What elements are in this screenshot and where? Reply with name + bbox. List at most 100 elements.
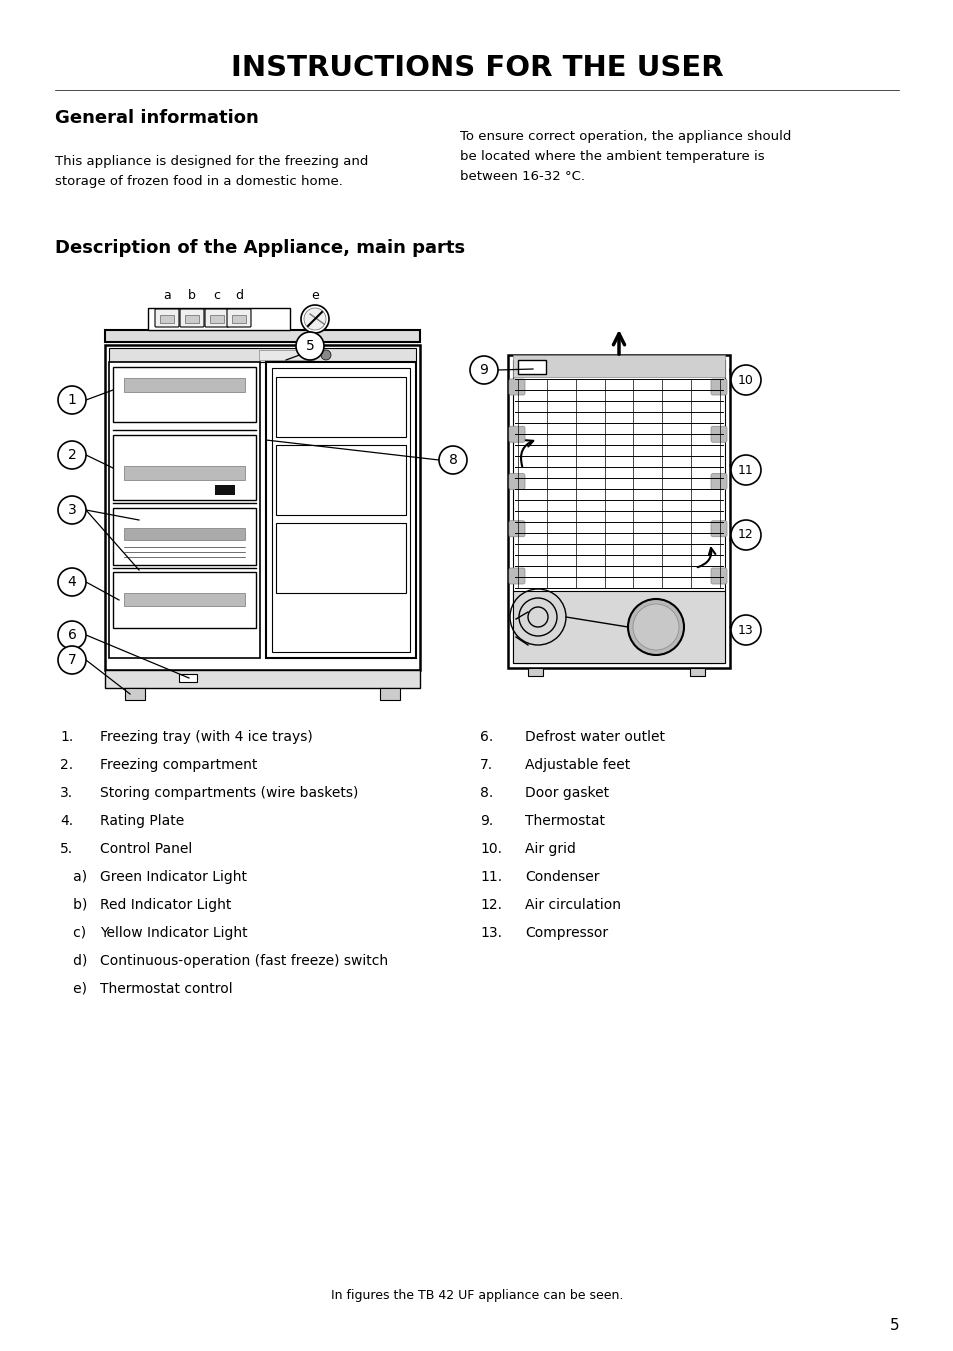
Text: 10.: 10. xyxy=(479,842,501,857)
Circle shape xyxy=(304,308,326,330)
Circle shape xyxy=(730,455,760,485)
Text: Rating Plate: Rating Plate xyxy=(100,815,184,828)
FancyBboxPatch shape xyxy=(105,330,419,342)
Text: 4.: 4. xyxy=(60,815,73,828)
Text: 1.: 1. xyxy=(60,730,73,744)
FancyBboxPatch shape xyxy=(124,593,245,607)
Text: d): d) xyxy=(60,954,88,969)
Text: c): c) xyxy=(60,925,86,940)
Circle shape xyxy=(730,615,760,644)
Text: 3: 3 xyxy=(68,503,76,517)
FancyBboxPatch shape xyxy=(266,362,416,658)
FancyBboxPatch shape xyxy=(275,523,406,593)
Text: b): b) xyxy=(60,898,88,912)
Text: INSTRUCTIONS FOR THE USER: INSTRUCTIONS FOR THE USER xyxy=(231,54,722,82)
Text: b: b xyxy=(188,289,195,303)
FancyBboxPatch shape xyxy=(509,473,524,489)
FancyBboxPatch shape xyxy=(509,380,524,394)
FancyBboxPatch shape xyxy=(154,309,179,327)
FancyBboxPatch shape xyxy=(509,567,524,584)
FancyBboxPatch shape xyxy=(513,355,724,377)
FancyBboxPatch shape xyxy=(185,315,199,323)
Text: 9: 9 xyxy=(479,363,488,377)
FancyBboxPatch shape xyxy=(214,485,234,494)
Text: 3.: 3. xyxy=(60,786,73,800)
FancyBboxPatch shape xyxy=(689,667,704,676)
Text: 8.: 8. xyxy=(479,786,493,800)
FancyBboxPatch shape xyxy=(125,688,145,700)
Text: Thermostat control: Thermostat control xyxy=(100,982,233,996)
Circle shape xyxy=(295,332,324,359)
Text: 5.: 5. xyxy=(60,842,73,857)
Text: 2: 2 xyxy=(68,449,76,462)
Circle shape xyxy=(58,386,86,413)
FancyBboxPatch shape xyxy=(513,359,724,663)
FancyBboxPatch shape xyxy=(160,315,173,323)
Text: 11: 11 xyxy=(738,463,753,477)
Text: Adjustable feet: Adjustable feet xyxy=(524,758,630,771)
Circle shape xyxy=(627,598,683,655)
FancyBboxPatch shape xyxy=(227,309,251,327)
Text: 5: 5 xyxy=(889,1317,899,1332)
Text: d: d xyxy=(234,289,243,303)
FancyBboxPatch shape xyxy=(509,520,524,536)
FancyBboxPatch shape xyxy=(513,590,724,663)
Text: Yellow Indicator Light: Yellow Indicator Light xyxy=(100,925,248,940)
Text: General information: General information xyxy=(55,109,258,127)
FancyBboxPatch shape xyxy=(112,508,255,565)
Text: Continuous-operation (fast freeze) switch: Continuous-operation (fast freeze) switc… xyxy=(100,954,388,969)
FancyBboxPatch shape xyxy=(272,367,410,653)
Circle shape xyxy=(301,305,329,332)
Text: a: a xyxy=(163,289,171,303)
Text: storage of frozen food in a domestic home.: storage of frozen food in a domestic hom… xyxy=(55,176,342,188)
Circle shape xyxy=(730,520,760,550)
Text: Storing compartments (wire baskets): Storing compartments (wire baskets) xyxy=(100,786,358,800)
FancyBboxPatch shape xyxy=(710,473,726,489)
FancyBboxPatch shape xyxy=(275,444,406,515)
FancyBboxPatch shape xyxy=(180,309,204,327)
Text: Door gasket: Door gasket xyxy=(524,786,608,800)
FancyBboxPatch shape xyxy=(710,427,726,442)
Text: 6.: 6. xyxy=(479,730,493,744)
Circle shape xyxy=(438,446,467,474)
Text: Defrost water outlet: Defrost water outlet xyxy=(524,730,664,744)
FancyBboxPatch shape xyxy=(258,350,314,359)
Text: Control Panel: Control Panel xyxy=(100,842,193,857)
Text: 2.: 2. xyxy=(60,758,73,771)
Text: e): e) xyxy=(60,982,87,996)
FancyBboxPatch shape xyxy=(275,377,406,436)
Text: 10: 10 xyxy=(738,373,753,386)
Text: 12.: 12. xyxy=(479,898,501,912)
Text: To ensure correct operation, the appliance should: To ensure correct operation, the applian… xyxy=(459,130,791,143)
FancyBboxPatch shape xyxy=(105,345,419,670)
Text: 8: 8 xyxy=(448,453,456,467)
Text: Freezing compartment: Freezing compartment xyxy=(100,758,257,771)
Text: Red Indicator Light: Red Indicator Light xyxy=(100,898,232,912)
Circle shape xyxy=(58,621,86,648)
Text: In figures the TB 42 UF appliance can be seen.: In figures the TB 42 UF appliance can be… xyxy=(331,1289,622,1301)
Text: This appliance is designed for the freezing and: This appliance is designed for the freez… xyxy=(55,155,368,168)
FancyBboxPatch shape xyxy=(379,688,399,700)
Circle shape xyxy=(58,567,86,596)
Text: e: e xyxy=(311,289,318,303)
Text: 9.: 9. xyxy=(479,815,493,828)
Text: Freezing tray (with 4 ice trays): Freezing tray (with 4 ice trays) xyxy=(100,730,313,744)
FancyBboxPatch shape xyxy=(710,520,726,536)
Circle shape xyxy=(730,365,760,394)
FancyBboxPatch shape xyxy=(710,380,726,394)
Circle shape xyxy=(58,496,86,524)
Circle shape xyxy=(58,440,86,469)
Text: Air grid: Air grid xyxy=(524,842,576,857)
FancyBboxPatch shape xyxy=(507,355,729,667)
Text: Condenser: Condenser xyxy=(524,870,598,884)
FancyBboxPatch shape xyxy=(710,567,726,584)
FancyBboxPatch shape xyxy=(112,435,255,500)
Text: 1: 1 xyxy=(68,393,76,407)
Text: 11.: 11. xyxy=(479,870,501,884)
Text: Description of the Appliance, main parts: Description of the Appliance, main parts xyxy=(55,239,465,257)
Circle shape xyxy=(470,357,497,384)
Circle shape xyxy=(320,350,331,359)
Text: Compressor: Compressor xyxy=(524,925,607,940)
Text: Green Indicator Light: Green Indicator Light xyxy=(100,870,247,884)
FancyBboxPatch shape xyxy=(112,571,255,628)
